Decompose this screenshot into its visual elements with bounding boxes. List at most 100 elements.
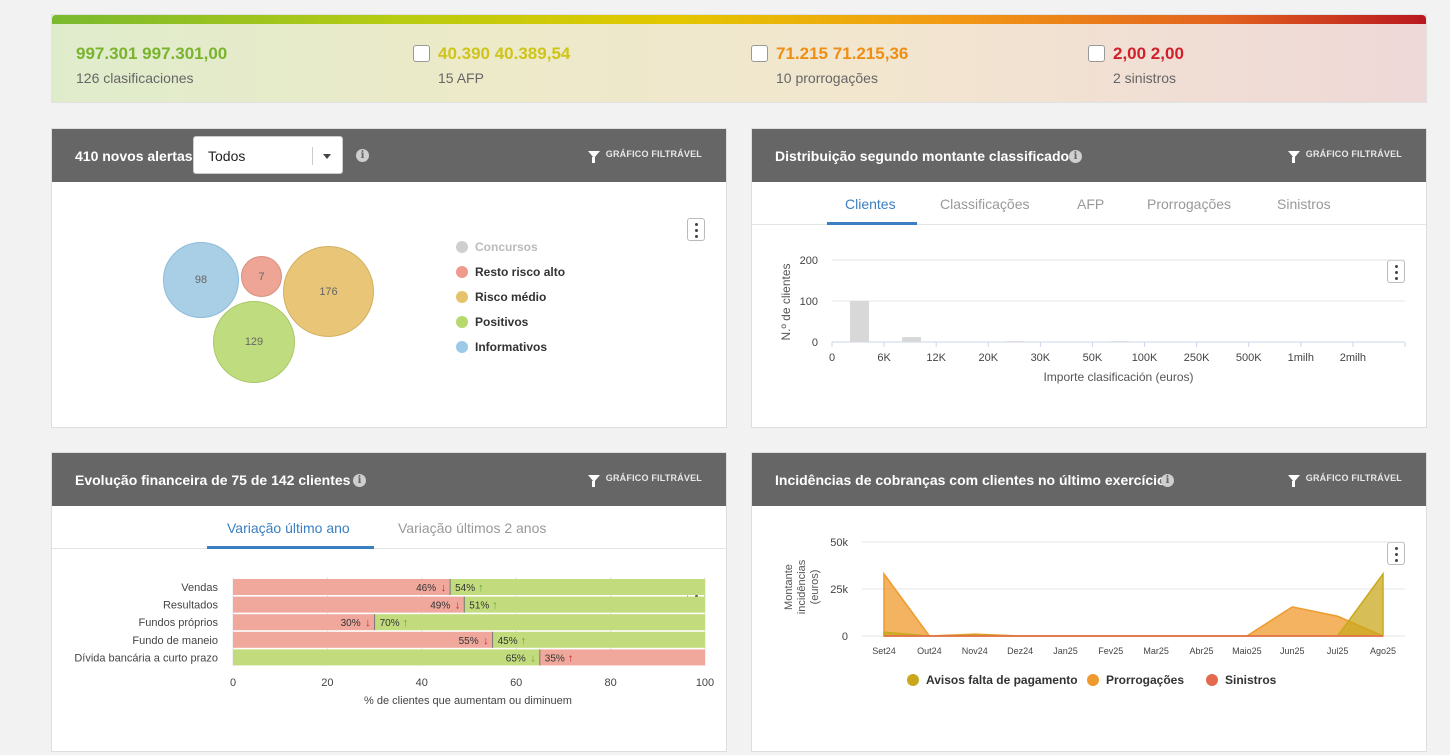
legend-item-concursos[interactable]: Concursos: [456, 240, 538, 254]
panel-title: Distribuição segundo montante classifica…: [775, 148, 1070, 164]
tab-classificacoes[interactable]: Classificações: [940, 196, 1030, 212]
kpi-sinistros-checkbox[interactable]: [1088, 45, 1105, 62]
kpi-prorrogacoes-checkbox[interactable]: [751, 45, 768, 62]
down-arrow-icon: ↓: [530, 652, 536, 664]
select-value: Todos: [208, 148, 246, 164]
kpi-value: 997.301 997.301,00: [76, 44, 228, 63]
distribution-panel: Distribuição segundo montante classifica…: [751, 128, 1427, 428]
y-tick-label: 25k: [830, 584, 848, 596]
x-tick-label: Out24: [917, 646, 942, 656]
legend-label: Prorrogações: [1106, 673, 1184, 687]
tab-variacao-ultimos-2-anos[interactable]: Variação últimos 2 anos: [398, 520, 547, 536]
bar-decrease: [233, 614, 375, 631]
x-tick-label: 6K: [877, 352, 891, 364]
x-tick-label: Maio25: [1232, 646, 1262, 656]
filter-icon: [1287, 151, 1300, 163]
x-tick-label: 100: [696, 677, 714, 689]
filter-label: GRÁFICO FILTRÁVEL: [1305, 473, 1402, 483]
x-tick-label: 0: [230, 677, 236, 689]
down-arrow-icon: ↓: [441, 582, 447, 594]
x-tick-label: 100K: [1132, 352, 1158, 364]
x-tick-label: 2milh: [1340, 352, 1366, 364]
x-tick-label: 50K: [1083, 352, 1103, 364]
x-tick-label: Ago25: [1370, 646, 1396, 656]
info-icon[interactable]: i: [356, 149, 369, 162]
legend-label: Avisos falta de pagamento: [926, 673, 1078, 687]
panel-header: Distribuição segundo montante classifica…: [752, 129, 1426, 182]
legend-label: Sinistros: [1225, 673, 1277, 687]
down-arrow-icon: ↓: [455, 600, 461, 612]
filterable-chart-label: GRÁFICO FILTRÁVEL: [1287, 149, 1402, 163]
up-arrow-icon: ↑: [403, 617, 409, 629]
bubble-positivos[interactable]: 129: [213, 301, 295, 383]
info-icon[interactable]: i: [353, 474, 366, 487]
x-tick-label: 80: [604, 677, 616, 689]
tab-clientes[interactable]: Clientes: [845, 196, 896, 212]
area-series-1: [883, 571, 1384, 637]
x-tick-label: 30K: [1031, 352, 1051, 364]
legend-item-informativos[interactable]: Informativos: [456, 340, 547, 354]
decrease-label: 30%: [341, 618, 361, 629]
down-arrow-icon: ↓: [365, 617, 371, 629]
bubble-risco-medio[interactable]: 176: [283, 246, 374, 337]
row-label: Fundo de maneio: [132, 635, 218, 647]
risk-gradient-bar: [52, 15, 1426, 24]
y-axis-title-line3: (euros): [809, 570, 821, 605]
x-tick-label: 20K: [978, 352, 998, 364]
bar-increase: [233, 649, 540, 666]
tab-prorrogacoes[interactable]: Prorrogações: [1147, 196, 1232, 212]
filter-label: GRÁFICO FILTRÁVEL: [605, 149, 702, 159]
bubble-informativos[interactable]: 98: [163, 242, 239, 318]
chevron-down-icon: [323, 154, 331, 159]
increase-label: 65%: [506, 653, 526, 664]
histogram-bar: [850, 301, 869, 342]
tab-variacao-ultimo-ano[interactable]: Variação último ano: [227, 520, 350, 536]
info-icon[interactable]: i: [1161, 474, 1174, 487]
filterable-chart-label: GRÁFICO FILTRÁVEL: [1287, 473, 1402, 487]
x-axis-title: % de clientes que aumentam ou diminuem: [364, 695, 572, 707]
bubble-resto-risco-alto[interactable]: 7: [241, 256, 282, 297]
panel-title: 410 novos alertas: [75, 148, 193, 164]
summary-strip: 997.301 997.301,00 126 clasificaciones 4…: [51, 14, 1427, 103]
distribution-chart: 200 100 00 6K 12K 20K 30K 50K 100K 250K 500K 1milh 2…: [779, 255, 1406, 384]
kpi-label: 126 clasificaciones: [76, 70, 194, 86]
bar-decrease: [539, 649, 705, 666]
down-arrow-icon: ↓: [483, 635, 489, 647]
legend-item-positivos[interactable]: Positivos: [456, 315, 528, 329]
x-axis-title: Importe clasificación (euros): [1043, 370, 1193, 384]
panel-header: Evolução financeira de 75 de 142 cliente…: [52, 453, 726, 506]
active-tab-indicator: [207, 546, 374, 549]
info-icon[interactable]: i: [1069, 150, 1082, 163]
filter-label: GRÁFICO FILTRÁVEL: [605, 473, 702, 483]
x-tick-label: Dez24: [1007, 646, 1033, 656]
bar-increase: [450, 579, 705, 595]
kpi-afp-checkbox[interactable]: [413, 45, 430, 62]
kpi-clasificaciones[interactable]: 997.301 997.301,00 126 clasificaciones: [76, 43, 227, 87]
legend-item-risco-medio[interactable]: Risco médio: [456, 290, 546, 304]
chart-menu-button[interactable]: [1387, 260, 1405, 283]
legend-dot: [456, 341, 468, 353]
filter-icon: [587, 151, 600, 163]
legend-item-resto-risco-alto[interactable]: Resto risco alto: [456, 265, 565, 279]
y-tick-label: 0: [812, 337, 818, 349]
bar-decrease: [233, 579, 451, 595]
kpi-sinistros[interactable]: 2,00 2,00 2 sinistros: [1088, 43, 1184, 87]
tab-afp[interactable]: AFP: [1077, 196, 1105, 212]
y-axis-title-line1: Montante: [783, 564, 795, 610]
y-tick-label: 100: [800, 296, 818, 308]
panel-header: Incidências de cobranças com clientes no…: [752, 453, 1426, 506]
legend-dot: [907, 674, 919, 686]
tab-sinistros[interactable]: Sinistros: [1277, 196, 1331, 212]
x-tick-label: 500K: [1236, 352, 1262, 364]
filterable-chart-label: GRÁFICO FILTRÁVEL: [587, 149, 702, 163]
kpi-afp[interactable]: 40.390 40.389,54 15 AFP: [413, 43, 570, 87]
kpi-prorrogacoes[interactable]: 71.215 71.215,36 10 prorrogações: [751, 43, 908, 87]
alert-type-select[interactable]: Todos: [193, 136, 343, 174]
up-arrow-icon: ↑: [478, 582, 484, 594]
bar-increase: [374, 614, 705, 631]
x-tick-label: 250K: [1184, 352, 1210, 364]
kpi-label: 2 sinistros: [1113, 70, 1177, 86]
row-label: Fundos próprios: [139, 617, 219, 629]
chart-menu-button[interactable]: [687, 218, 705, 241]
